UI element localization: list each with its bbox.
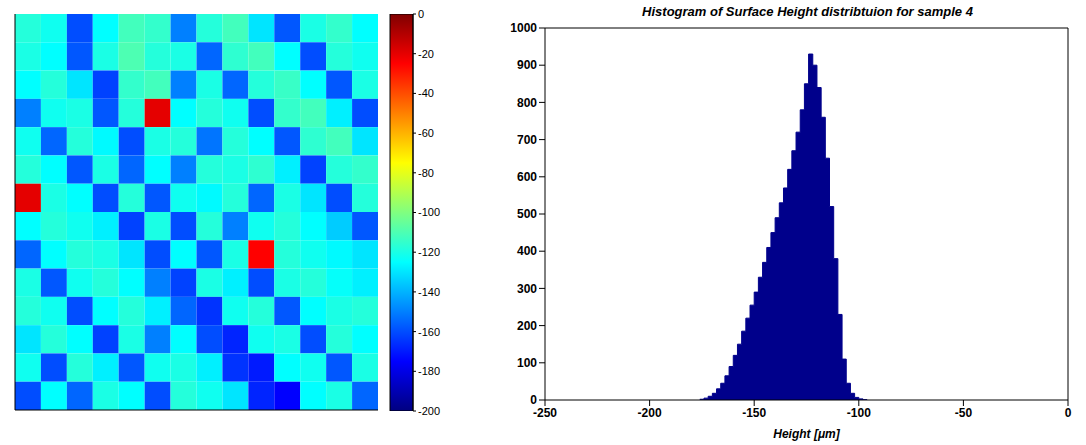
svg-text:-100: -100 (847, 406, 871, 420)
svg-text:300: 300 (517, 282, 537, 296)
svg-text:100: 100 (517, 356, 537, 370)
html-text:Histogram of Surface Height di: Histogram of Surface Height distribtuion… (642, 4, 973, 19)
svg-text:400: 400 (517, 244, 537, 258)
svg-text:500: 500 (517, 207, 537, 221)
svg-text:-200: -200 (418, 405, 440, 417)
svg-text:-180: -180 (418, 365, 440, 377)
svg-text:200: 200 (517, 319, 537, 333)
svg-text:1000: 1000 (510, 21, 537, 35)
svg-text:-120: -120 (418, 246, 440, 258)
svg-text:900: 900 (517, 58, 537, 72)
svg-text:-50: -50 (955, 406, 973, 420)
svg-text:Height [μm]: Height [μm] (773, 427, 841, 441)
svg-text:-160: -160 (418, 326, 440, 338)
svg-text:600: 600 (517, 170, 537, 184)
svg-text:-150: -150 (742, 406, 766, 420)
svg-text:700: 700 (517, 133, 537, 147)
svg-text:-80: -80 (418, 167, 434, 179)
svg-text:-40: -40 (418, 87, 434, 99)
svg-text:-60: -60 (418, 127, 434, 139)
svg-text:800: 800 (517, 96, 537, 110)
svg-text:-140: -140 (418, 286, 440, 298)
svg-text:-250: -250 (533, 406, 557, 420)
svg-text:0: 0 (530, 393, 537, 407)
svg-text:-20: -20 (418, 48, 434, 60)
svg-text:-100: -100 (418, 206, 440, 218)
svg-text:-200: -200 (638, 406, 662, 420)
svg-text:0: 0 (1065, 406, 1072, 420)
svg-text:0: 0 (418, 8, 424, 20)
